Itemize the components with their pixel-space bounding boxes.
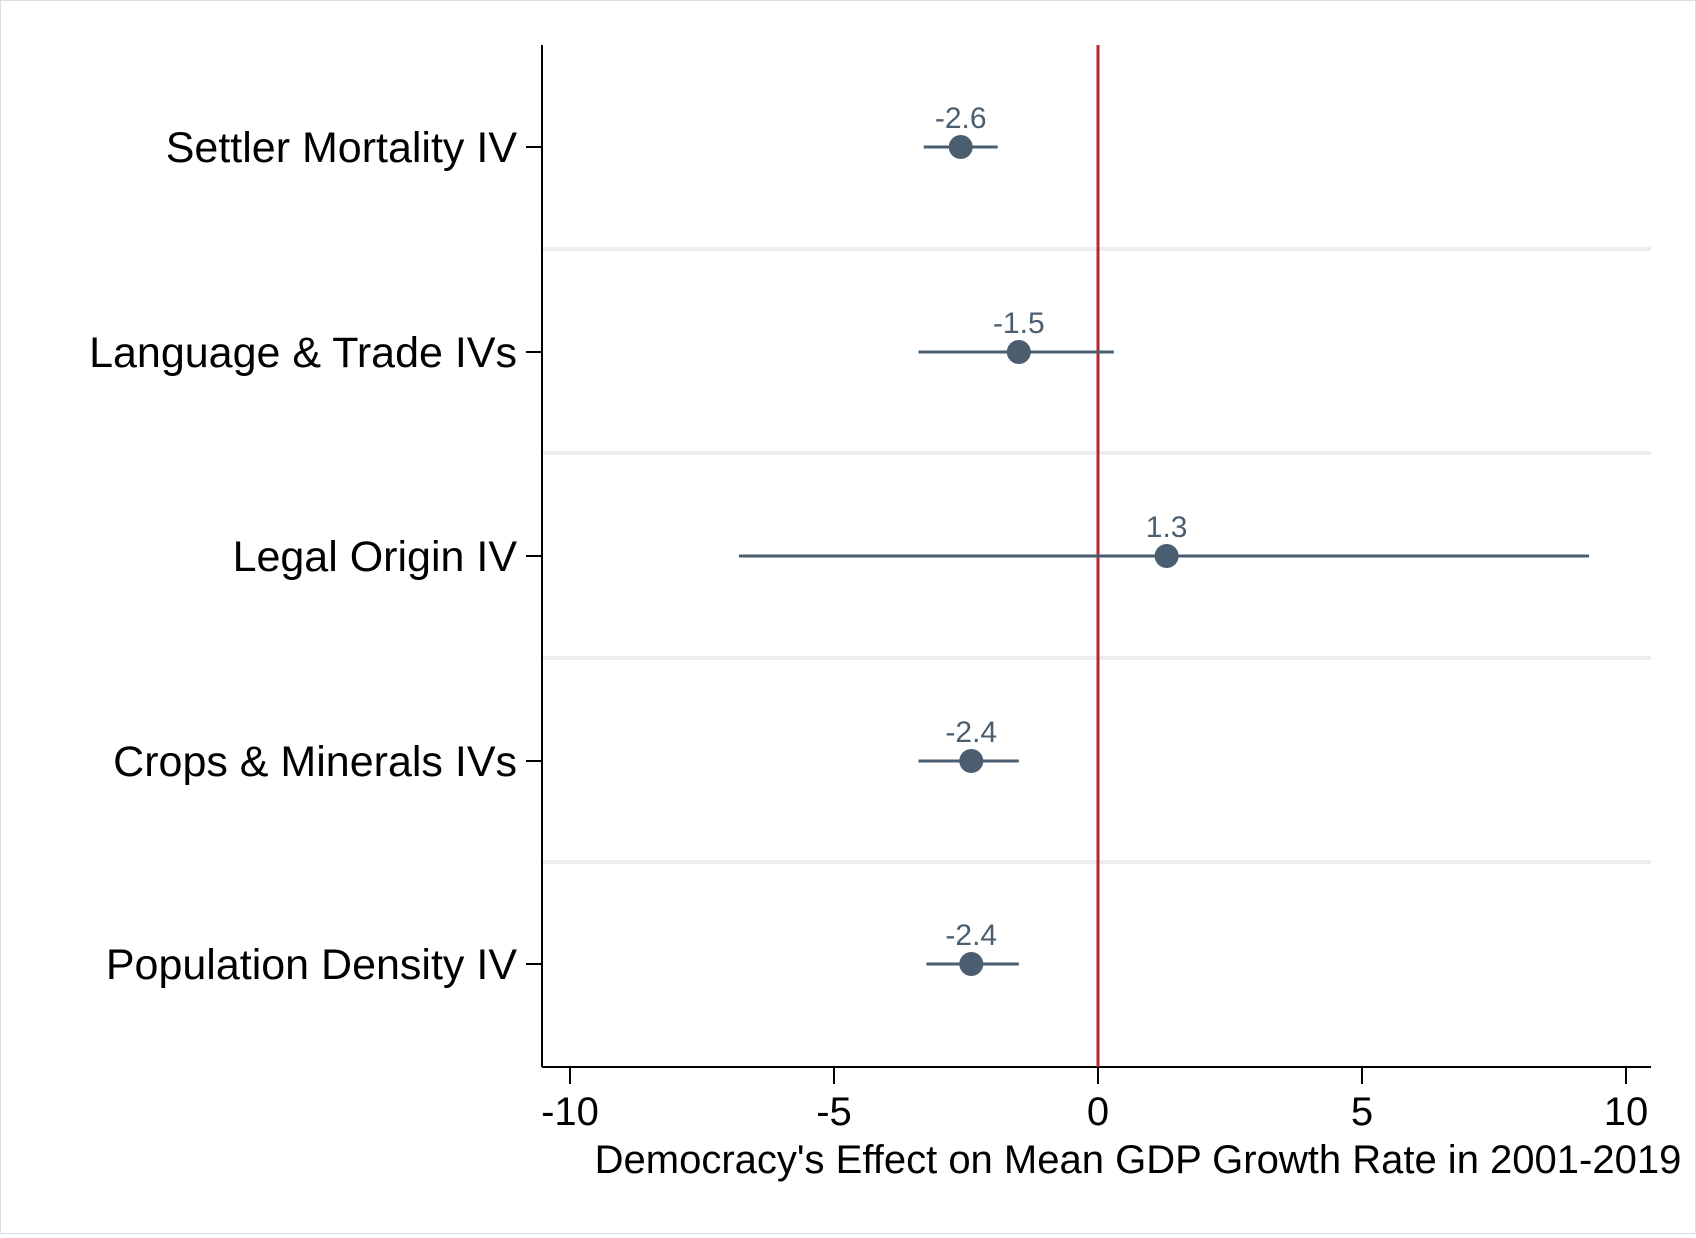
data-label-1: -2.6 (935, 102, 987, 135)
data-label-3: 1.3 (1146, 511, 1188, 544)
point-estimate-2 (1006, 340, 1031, 364)
y-tick-label-2: Language & Trade IVs (89, 329, 517, 377)
point-estimate-1 (948, 135, 973, 159)
x-tick-label-5: 5 (1351, 1090, 1373, 1134)
data-label-2: -1.5 (993, 307, 1045, 340)
x-tick-label--10: -10 (541, 1090, 599, 1134)
x-tick-label-10: 10 (1604, 1090, 1649, 1134)
y-tick-label-4: Crops & Minerals IVs (113, 738, 517, 786)
y-tick-label-1: Settler Mortality IV (166, 124, 518, 172)
data-label-5: -2.4 (945, 919, 997, 952)
data-label-4: -2.4 (945, 716, 997, 749)
x-axis-title: Democracy's Effect on Mean GDP Growth Ra… (595, 1138, 1682, 1182)
x-tick-label-0: 0 (1087, 1090, 1109, 1134)
x-tick-label--5: -5 (816, 1090, 852, 1134)
point-estimate-4 (959, 749, 984, 773)
y-tick-label-5: Population Density IV (106, 941, 517, 989)
labels: -2.6 -1.5 1.3 -2.4 -2.4 (935, 102, 1188, 952)
point-estimate-3 (1154, 544, 1179, 568)
point-estimate-5 (959, 952, 984, 976)
point-estimates (948, 135, 1179, 976)
axes: Settler Mortality IV Language & Trade IVs… (89, 45, 1651, 1134)
y-tick-label-3: Legal Origin IV (233, 533, 518, 581)
